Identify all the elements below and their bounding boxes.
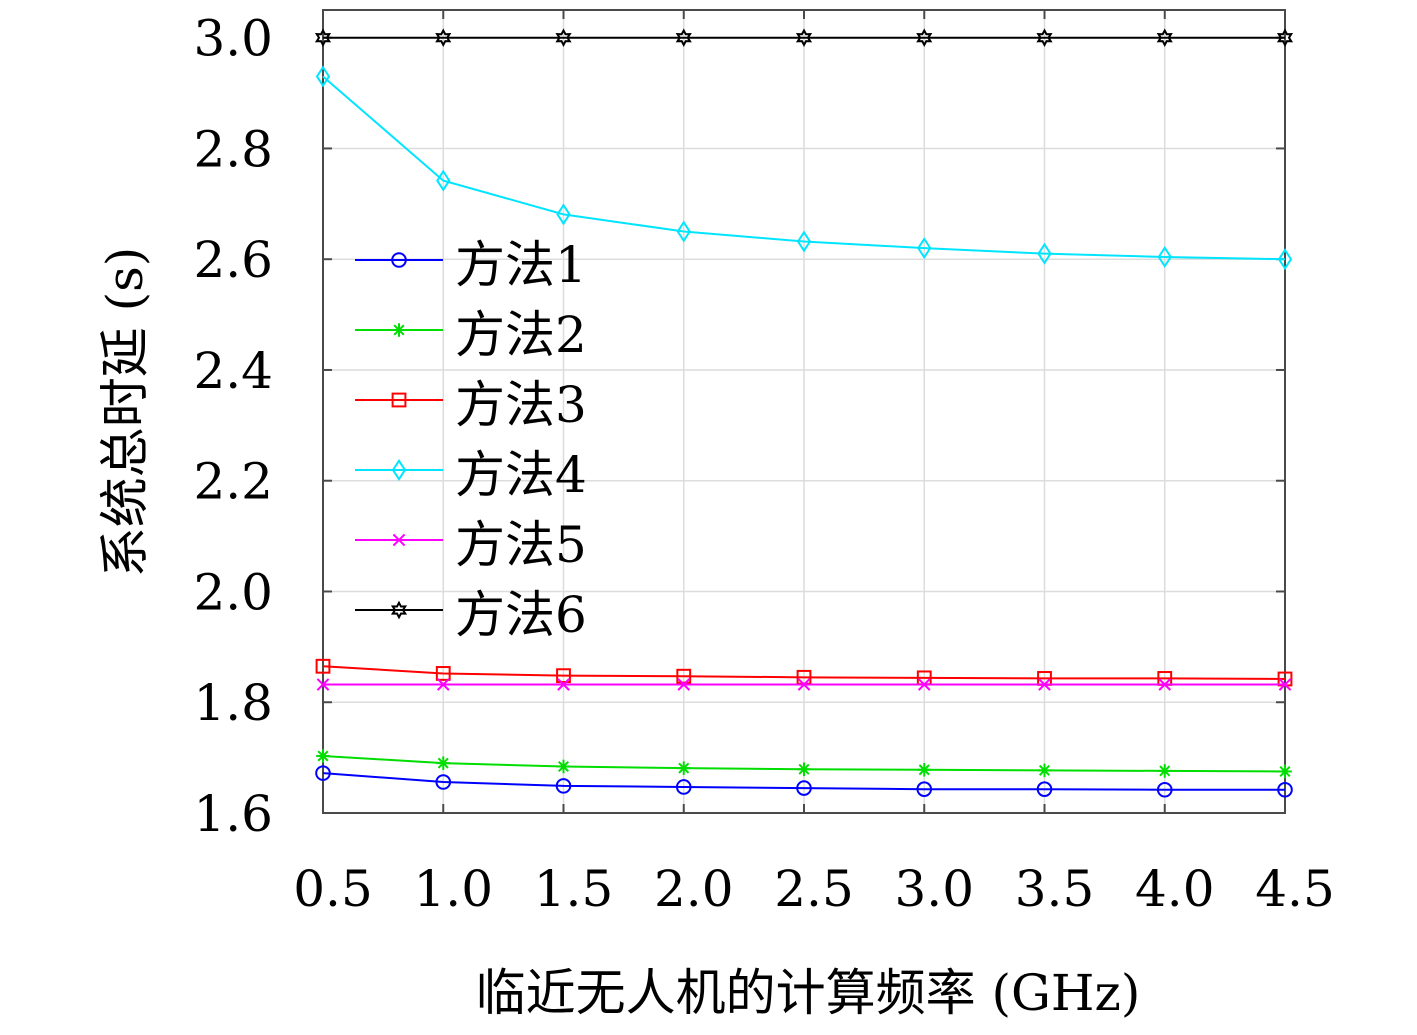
y-tick-label: 2.4 — [193, 342, 273, 400]
marker-diamond — [315, 65, 331, 88]
marker-x — [392, 533, 406, 547]
marker-square — [315, 658, 331, 674]
marker-diamond — [1157, 245, 1172, 269]
marker-circle — [1156, 781, 1173, 798]
marker-asterisk — [917, 763, 932, 777]
legend-label: 方法6 — [455, 586, 587, 644]
y-tick-label: 1.8 — [193, 674, 273, 732]
marker-circle — [315, 765, 331, 781]
y-tick-label: 3.0 — [193, 10, 273, 68]
x-tick-label: 4.5 — [1255, 860, 1335, 918]
legend-item: 方法1 — [355, 236, 587, 294]
marker-square — [391, 392, 407, 408]
legend-label: 方法1 — [455, 236, 587, 294]
marker-asterisk — [1278, 764, 1292, 779]
marker-hexagram — [1276, 28, 1294, 48]
legend-item: 方法5 — [355, 516, 587, 574]
marker-diamond — [1277, 248, 1293, 271]
x-tick-label: 1.5 — [534, 860, 614, 918]
marker-diamond — [391, 458, 407, 482]
marker-circle — [1036, 781, 1053, 797]
marker-x — [1158, 678, 1172, 691]
marker-diamond — [796, 230, 812, 253]
marker-asterisk — [436, 756, 451, 770]
marker-x — [917, 678, 931, 691]
marker-x — [316, 678, 330, 691]
legend-label: 方法3 — [455, 376, 587, 434]
series-1 — [315, 765, 1293, 798]
marker-square — [556, 668, 571, 684]
marker-x — [797, 678, 811, 691]
x-tick-label: 4.0 — [1135, 860, 1215, 918]
marker-circle — [796, 780, 812, 796]
legend-label: 方法4 — [455, 446, 587, 504]
legend-item: 方法3 — [355, 376, 587, 434]
marker-asterisk — [797, 762, 811, 777]
marker-square — [676, 668, 692, 684]
y-axis-title: 系统总时延 (s) — [96, 247, 154, 578]
marker-hexagram — [390, 600, 408, 620]
series-2 — [316, 749, 1292, 779]
y-tick-label: 2.8 — [193, 120, 273, 178]
marker-circle — [675, 779, 692, 795]
marker-circle — [916, 781, 933, 797]
series-layer — [314, 28, 1294, 798]
marker-asterisk — [1037, 763, 1052, 778]
marker-hexagram — [435, 28, 452, 48]
y-tick-label: 2.6 — [193, 231, 273, 289]
y-tick-label: 2.0 — [193, 563, 273, 621]
marker-diamond — [917, 237, 932, 260]
legend-item: 方法2 — [355, 306, 587, 364]
series-4 — [315, 65, 1293, 271]
legend-label: 方法2 — [455, 306, 587, 364]
y-tick-label: 2.2 — [193, 453, 273, 511]
x-tick-label: 1.0 — [413, 860, 493, 918]
x-tick-label: 2.5 — [774, 860, 854, 918]
series-5 — [316, 678, 1292, 691]
marker-asterisk — [316, 749, 330, 763]
marker-x — [557, 678, 570, 691]
x-tick-label: 0.5 — [293, 860, 373, 918]
marker-asterisk — [392, 323, 406, 337]
marker-x — [436, 678, 450, 691]
marker-asterisk — [676, 761, 691, 775]
marker-circle — [555, 778, 572, 794]
series-line — [322, 772, 1285, 791]
legend-item: 方法4 — [355, 446, 587, 504]
series-3 — [315, 658, 1293, 687]
series-line — [322, 665, 1286, 680]
marker-circle — [1277, 781, 1293, 798]
marker-hexagram — [795, 28, 813, 48]
x-axis-title: 临近无人机的计算频率 (GHz) — [476, 964, 1141, 1022]
marker-x — [1038, 678, 1051, 691]
x-tick-label: 3.0 — [894, 860, 974, 918]
marker-diamond — [676, 220, 691, 243]
marker-diamond — [1037, 242, 1052, 265]
legend-label: 方法5 — [455, 516, 587, 574]
legend: 方法1 方法2 方法3 方法4 方法5 方法6 — [355, 236, 587, 644]
marker-diamond — [556, 203, 571, 226]
x-tick-label: 2.0 — [654, 860, 734, 918]
marker-circle — [435, 774, 452, 790]
marker-hexagram — [1156, 28, 1173, 48]
y-tick-label: 1.6 — [193, 785, 273, 843]
marker-hexagram — [916, 28, 933, 48]
marker-x — [1278, 678, 1292, 691]
x-tick-label: 3.5 — [1015, 860, 1095, 918]
marker-diamond — [436, 169, 451, 192]
series-line — [322, 75, 1286, 261]
marker-hexagram — [555, 28, 572, 48]
marker-asterisk — [556, 759, 571, 774]
marker-circle — [391, 252, 407, 268]
marker-hexagram — [675, 28, 692, 48]
series-6 — [314, 28, 1294, 48]
marker-x — [677, 678, 691, 691]
legend-item: 方法6 — [355, 586, 587, 644]
marker-hexagram — [314, 28, 332, 48]
ticks-layer: 0.5 1.0 1.5 2.0 2.5 3.0 3.5 4.0 4.5 1.6 1.8 2.0 2.2 2… — [193, 10, 1334, 918]
marker-square — [435, 666, 451, 681]
marker-hexagram — [1036, 28, 1053, 48]
marker-asterisk — [1157, 764, 1172, 778]
